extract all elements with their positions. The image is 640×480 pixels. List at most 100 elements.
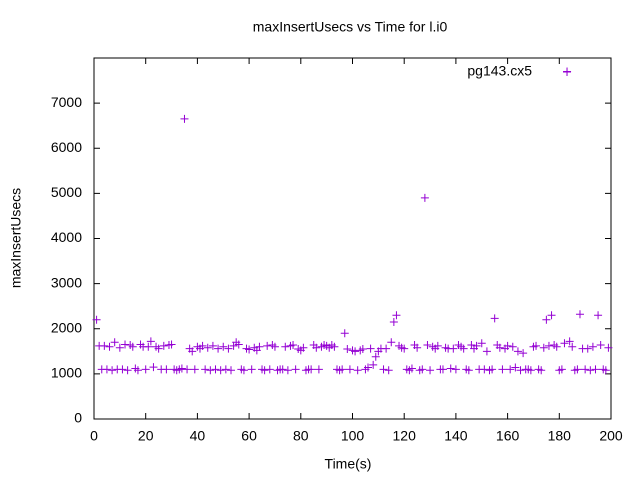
point	[604, 343, 613, 352]
point	[482, 347, 491, 356]
point	[203, 343, 212, 352]
point	[420, 193, 429, 202]
point	[330, 342, 339, 351]
x-tick-label: 40	[190, 428, 206, 444]
point	[167, 340, 176, 349]
point	[366, 344, 375, 353]
point	[234, 340, 243, 349]
y-tick-label: 5000	[51, 184, 82, 200]
point	[227, 366, 236, 375]
point	[387, 338, 396, 347]
point	[281, 342, 290, 351]
point	[188, 347, 197, 356]
point	[586, 366, 595, 375]
point	[177, 364, 186, 373]
point	[568, 342, 577, 351]
y-tick-label: 2000	[51, 319, 82, 335]
point	[596, 340, 605, 349]
x-tick-label: 160	[496, 428, 520, 444]
point	[488, 365, 497, 374]
x-axis-label: Time(s)	[325, 456, 372, 472]
point	[477, 339, 486, 348]
point	[343, 345, 352, 354]
x-tick-label: 120	[393, 428, 417, 444]
point	[340, 329, 349, 338]
point	[588, 342, 597, 351]
point	[102, 365, 111, 374]
point	[490, 314, 499, 323]
point	[389, 317, 398, 326]
point	[575, 310, 584, 319]
y-tick-label: 4000	[51, 229, 82, 245]
point	[426, 366, 435, 375]
point	[105, 342, 114, 351]
point	[216, 366, 225, 375]
point	[583, 344, 592, 353]
point	[224, 344, 233, 353]
point	[379, 365, 388, 374]
point	[418, 365, 427, 374]
point	[472, 341, 481, 350]
point	[369, 360, 378, 369]
y-tick-label: 0	[74, 410, 82, 426]
x-tick-label: 200	[599, 428, 623, 444]
point	[338, 365, 347, 374]
point	[198, 341, 207, 350]
point	[144, 342, 153, 351]
point	[353, 366, 362, 375]
point	[214, 344, 223, 353]
point	[526, 366, 535, 375]
x-tick-label: 100	[341, 428, 365, 444]
point	[190, 365, 199, 374]
point	[508, 342, 517, 351]
point	[110, 338, 119, 347]
point	[506, 365, 515, 374]
point	[314, 365, 323, 374]
point	[511, 363, 520, 372]
point	[260, 366, 269, 375]
point	[413, 343, 422, 352]
legend-marker	[563, 68, 571, 76]
point	[255, 342, 264, 351]
point	[283, 366, 292, 375]
point	[371, 352, 380, 361]
point	[519, 349, 528, 358]
point	[278, 365, 287, 374]
point	[565, 337, 574, 346]
point	[159, 341, 168, 350]
point	[146, 337, 155, 346]
point	[557, 365, 566, 374]
point	[433, 341, 442, 350]
point	[552, 342, 561, 351]
point	[464, 366, 473, 375]
point	[581, 365, 590, 374]
point	[573, 365, 582, 374]
x-tick-label: 180	[548, 428, 572, 444]
point	[247, 365, 256, 374]
y-tick-label: 7000	[51, 94, 82, 110]
point	[384, 366, 393, 375]
point	[307, 365, 316, 374]
x-tick-label: 140	[444, 428, 468, 444]
point	[115, 343, 124, 352]
point	[201, 365, 210, 374]
point	[345, 365, 354, 374]
point	[133, 366, 142, 375]
y-axis-label: maxInsertUsecs	[8, 188, 24, 288]
point	[560, 339, 569, 348]
point	[400, 344, 409, 353]
point	[180, 114, 189, 123]
point	[364, 363, 373, 372]
point	[263, 341, 272, 350]
y-tick-label: 6000	[51, 139, 82, 155]
chart-title: maxInsertUsecs vs Time for l.i0	[253, 19, 448, 35]
point	[480, 365, 489, 374]
point	[299, 343, 308, 352]
point	[358, 345, 367, 354]
x-tick-label: 80	[293, 428, 309, 444]
point	[392, 311, 401, 320]
point	[532, 341, 541, 350]
point	[289, 340, 298, 349]
x-tick-label: 0	[90, 428, 98, 444]
point	[542, 315, 551, 324]
